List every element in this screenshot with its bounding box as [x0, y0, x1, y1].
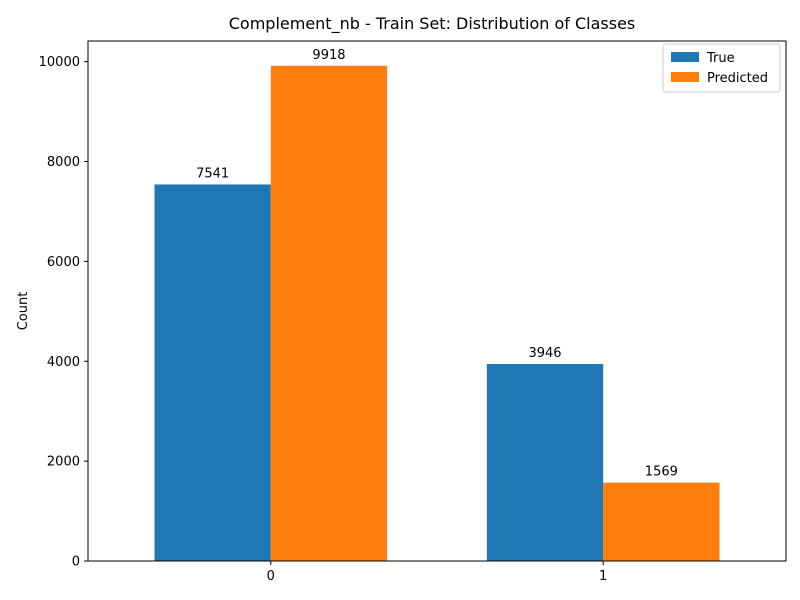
bar-true-1	[486, 363, 604, 561]
y-tick-label: 4000	[47, 355, 80, 370]
bar-true-0	[154, 184, 271, 562]
bar-value-label: 7541	[196, 166, 229, 181]
legend-label-true: True	[706, 51, 735, 66]
y-tick-label: 2000	[47, 455, 80, 470]
legend-swatch-predicted	[671, 72, 699, 82]
x-tick-label: 1	[599, 569, 607, 584]
y-tick-label: 10000	[39, 55, 80, 70]
y-axis-label: Count	[16, 292, 31, 331]
bar-value-label: 3946	[528, 346, 561, 361]
bar-value-label: 1569	[645, 465, 678, 480]
y-tick-label: 0	[72, 555, 80, 570]
bar-value-label: 9918	[312, 48, 345, 63]
bars	[154, 65, 720, 562]
legend: True Predicted	[662, 43, 781, 93]
y-axis: 0 2000 4000 6000 8000 10000	[39, 55, 88, 570]
bar-predicted-1	[603, 482, 720, 561]
x-tick-label: 0	[267, 569, 275, 584]
bar-predicted-0	[270, 65, 388, 561]
legend-swatch-true	[671, 52, 699, 62]
plot-frame-top	[87, 40, 787, 562]
chart-title: Complement_nb - Train Set: Distribution …	[229, 14, 636, 34]
y-tick-label: 8000	[47, 155, 80, 170]
y-tick-label: 6000	[47, 255, 80, 270]
legend-label-predicted: Predicted	[707, 71, 768, 86]
bar-labels: 7541 3946 9918 1569	[196, 48, 678, 480]
